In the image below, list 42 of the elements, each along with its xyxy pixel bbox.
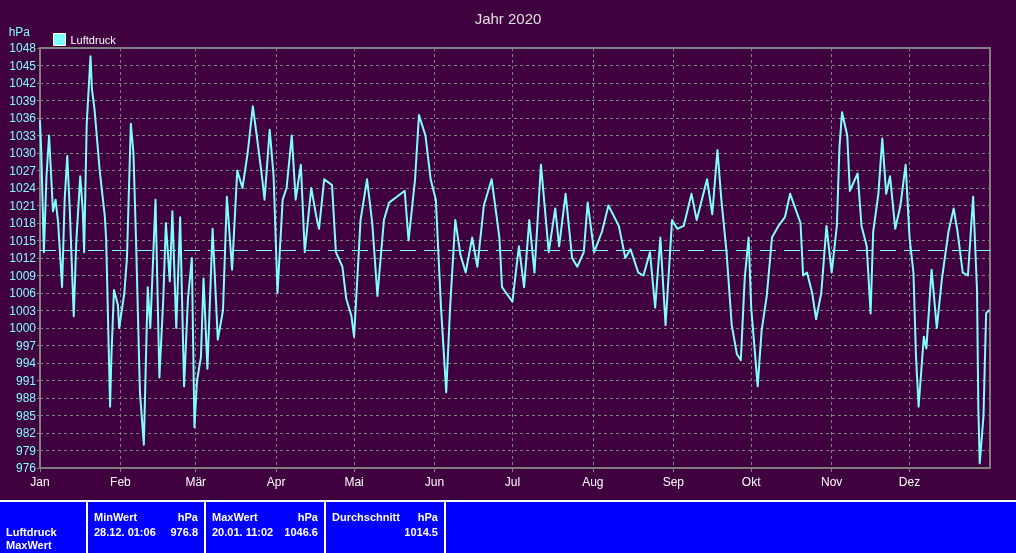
y-tick-label: 988 <box>15 391 37 405</box>
y-tick-label: 1021 <box>9 198 37 213</box>
x-tick-label: Mai <box>344 475 364 489</box>
y-tick-label: 979 <box>15 443 37 458</box>
y-tick-label: 1039 <box>9 93 37 108</box>
y-axis-title: hPa <box>8 25 31 39</box>
y-tick-label: 1024 <box>9 181 37 195</box>
y-tick-label: 994 <box>15 356 37 370</box>
y-tick-label: 1045 <box>9 58 37 73</box>
info-table: Luftdruck MaxWert MinWert hPa 28.12. 01:06 976.8 MaxWert hPa 20.01. 11:02 1046.6 Durchschnitt hPa 1014.5 <box>0 500 1016 553</box>
y-tick-label: 1003 <box>9 303 37 318</box>
x-tick-label: Okt <box>741 475 762 489</box>
y-tick-label: 1015 <box>9 233 37 248</box>
y-tick-label: 982 <box>15 426 37 440</box>
y-tick-label: 985 <box>15 408 37 423</box>
y-tick-label: 1018 <box>9 216 37 230</box>
y-tick-label: 1033 <box>9 128 37 143</box>
x-tick-label: Aug <box>582 475 604 489</box>
chart-title: Jahr 2020 <box>474 10 542 27</box>
y-tick-label: 1000 <box>9 321 37 335</box>
x-tick-label: Mär <box>185 475 207 489</box>
y-tick-label: 1009 <box>9 268 37 283</box>
y-tick-label: 1030 <box>9 146 37 160</box>
y-tick-label: 1048 <box>9 41 37 55</box>
x-tick-label: Nov <box>820 475 843 489</box>
x-tick-label: Jun <box>424 475 445 489</box>
y-tick-label: 1006 <box>9 286 37 300</box>
y-tick-label: 1012 <box>9 251 37 265</box>
line-series <box>39 55 990 465</box>
x-tick-label: Jul <box>504 475 521 489</box>
y-tick-label: 1042 <box>9 76 37 90</box>
y-tick-label: 976 <box>15 461 37 475</box>
y-tick-label: 1027 <box>9 163 37 178</box>
x-tick-label: Apr <box>266 475 286 489</box>
y-tick-label: 1036 <box>9 111 37 125</box>
y-tick-label: 991 <box>15 373 37 388</box>
x-tick-label: Sep <box>662 475 685 489</box>
x-tick-label: Feb <box>110 475 132 489</box>
y-tick-label: 997 <box>15 338 37 353</box>
x-tick-label: Jan <box>30 475 50 489</box>
legend-label: Luftdruck <box>70 33 117 46</box>
x-tick-label: Dez <box>898 475 921 489</box>
